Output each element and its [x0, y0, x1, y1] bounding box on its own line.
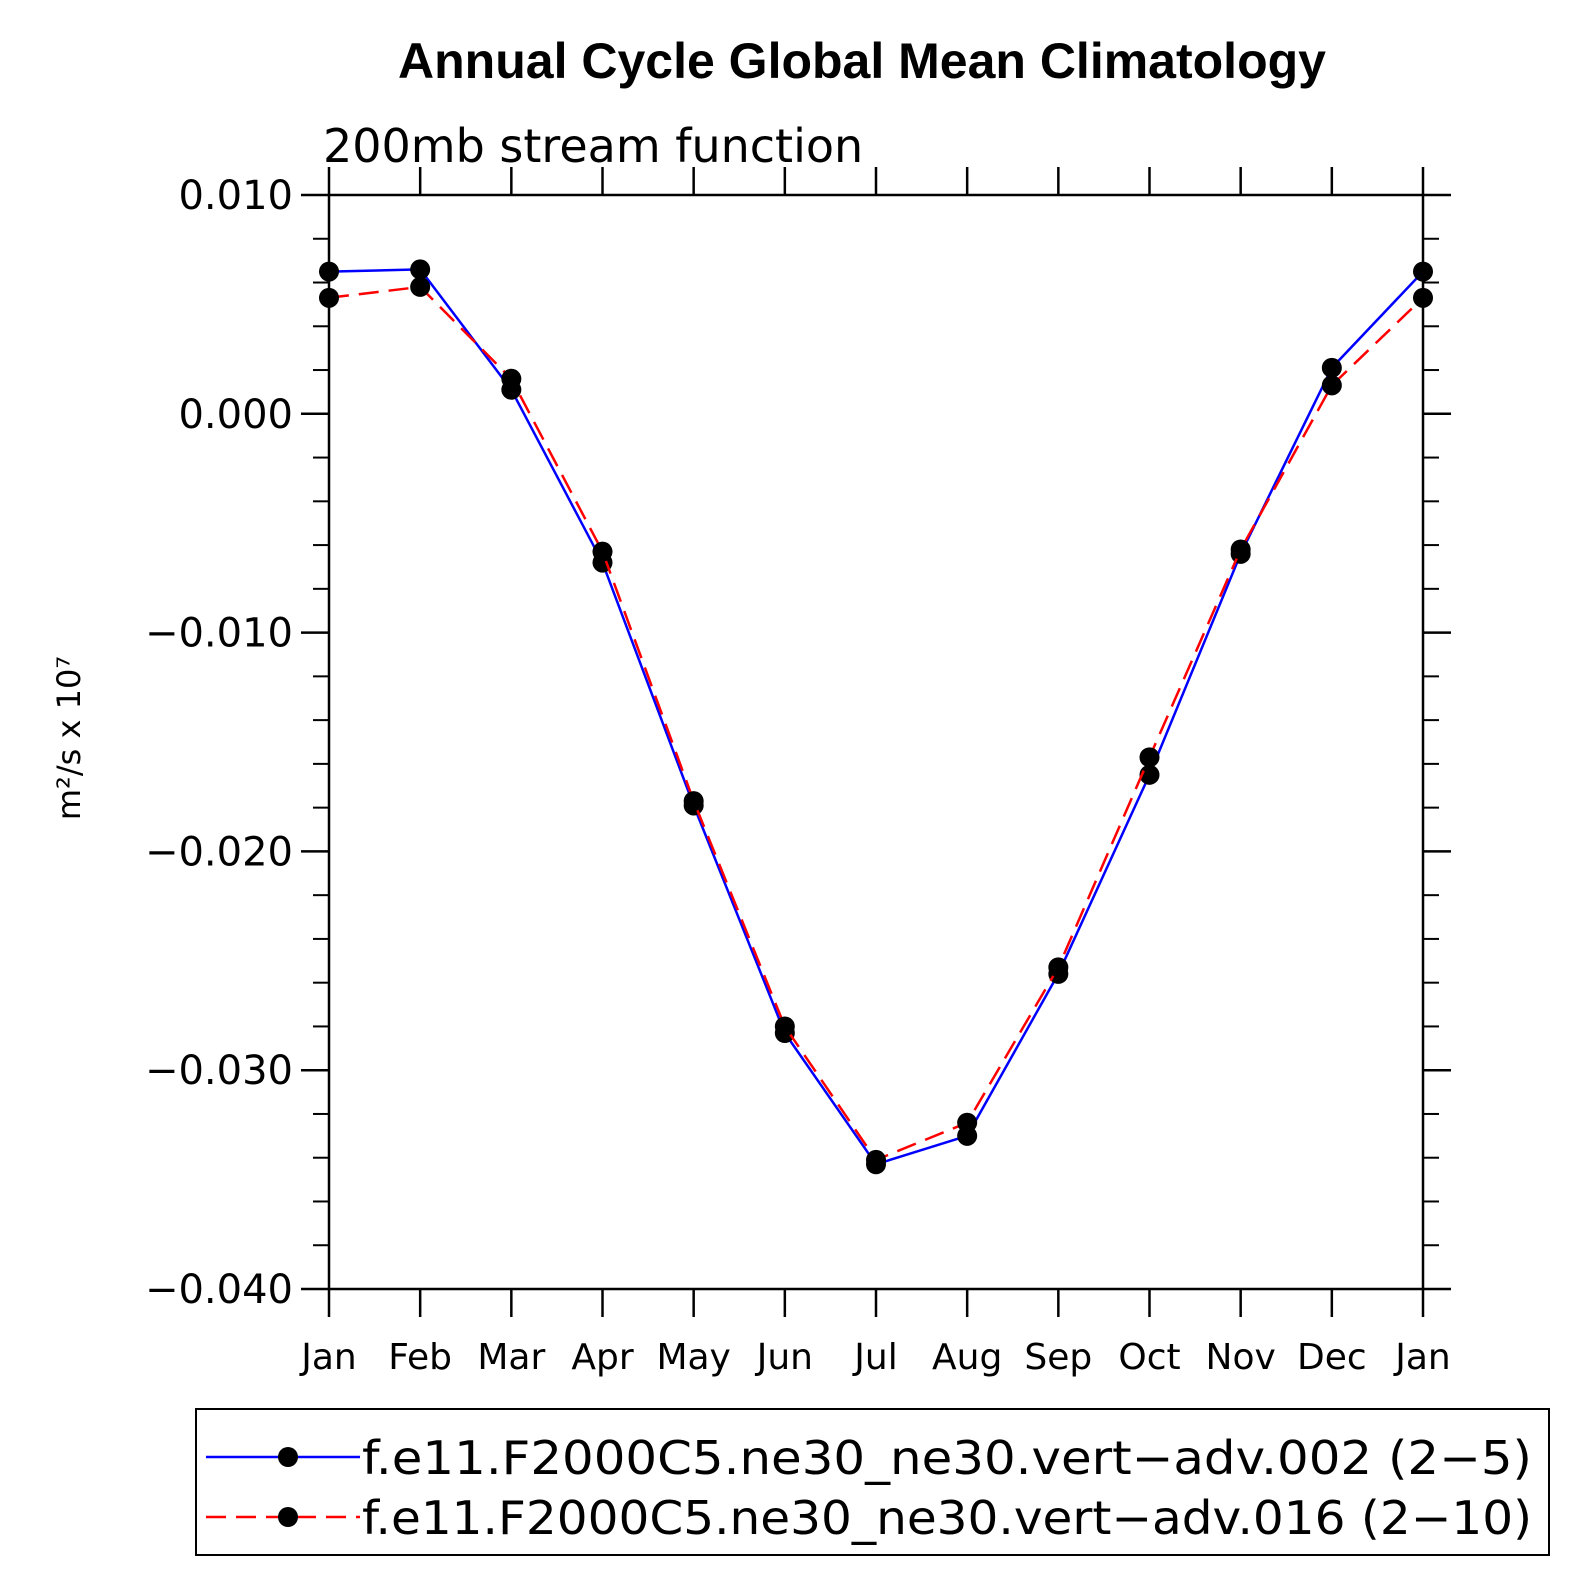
- legend-box: [195, 1408, 1550, 1556]
- legend-label-1: f.e11.F2000C5.ne30_ne30.vert−adv.002 (2−…: [362, 1431, 1532, 1485]
- x-tick-label: May: [656, 1337, 730, 1378]
- series-1-point: [319, 261, 339, 282]
- x-tick-label: Sep: [1024, 1337, 1092, 1378]
- x-tick-label: Jun: [755, 1337, 813, 1378]
- x-tick-label: Jan: [1393, 1337, 1451, 1378]
- x-tick-label: Apr: [571, 1337, 633, 1378]
- x-tick-label: Dec: [1297, 1337, 1367, 1378]
- series-1-point: [410, 259, 431, 280]
- series-1-point: [1139, 764, 1160, 785]
- series-2-point: [1139, 747, 1160, 768]
- series-1-point: [1321, 357, 1342, 378]
- series-2-point: [501, 368, 522, 389]
- x-tick-label: Nov: [1206, 1337, 1276, 1378]
- x-tick-label: Aug: [932, 1337, 1002, 1378]
- series-2-point: [774, 1016, 795, 1037]
- chart-subtitle: 200mb stream function: [323, 119, 863, 173]
- series-2-point: [866, 1149, 886, 1170]
- series-2-point: [592, 541, 613, 562]
- x-tick-label: Mar: [477, 1337, 545, 1378]
- x-tick-label: Jan: [299, 1337, 357, 1378]
- series-1: [319, 259, 1433, 1175]
- series-2-point: [1230, 539, 1251, 560]
- legend-label-2: f.e11.F2000C5.ne30_ne30.vert−adv.016 (2−…: [362, 1491, 1532, 1545]
- series-line-1: [328, 268, 1424, 1166]
- series-2-point: [1413, 287, 1433, 308]
- legend-marker-2: [278, 1507, 298, 1527]
- series-line-2: [328, 285, 1424, 1162]
- series-2-point: [957, 1112, 978, 1133]
- y-tick-label: −0.010: [145, 611, 293, 657]
- series-2-point: [1321, 375, 1342, 396]
- y-tick-label: 0.010: [178, 173, 293, 219]
- series-2-point: [1048, 957, 1069, 978]
- y-tick-label: −0.020: [145, 829, 293, 875]
- series-2-point: [410, 276, 431, 297]
- x-tick-label: Jul: [852, 1337, 897, 1378]
- x-tick-label: Oct: [1118, 1337, 1180, 1378]
- chart-title: Annual Cycle Global Mean Climatology: [398, 33, 1326, 89]
- x-tick-label: Feb: [388, 1337, 452, 1378]
- series-1-point: [1413, 261, 1433, 282]
- y-axis-label: m²/s x 10⁷: [50, 656, 88, 820]
- legend: f.e11.F2000C5.ne30_ne30.vert−adv.002 (2−…: [195, 1408, 1550, 1556]
- series-2-point: [683, 791, 704, 812]
- series-2-point: [319, 287, 339, 308]
- y-tick-label: −0.040: [145, 1267, 293, 1313]
- y-tick-label: 0.000: [178, 392, 293, 438]
- legend-marker-1: [278, 1447, 298, 1467]
- y-tick-label: −0.030: [145, 1048, 293, 1094]
- series-layer: [319, 259, 1433, 1175]
- series-2: [319, 276, 1433, 1170]
